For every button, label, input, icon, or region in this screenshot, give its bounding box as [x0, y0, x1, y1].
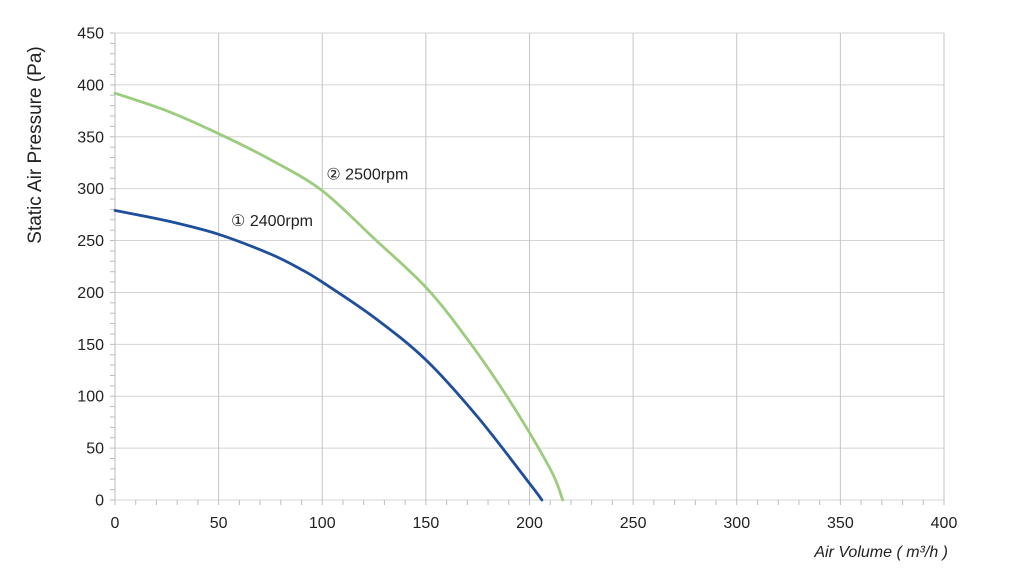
series-line-2: [113, 91, 565, 502]
y-tick-label: 0: [95, 493, 104, 510]
x-tick-label: 250: [620, 515, 647, 532]
x-tick-label: 50: [210, 515, 228, 532]
y-tick-label: 250: [77, 233, 104, 250]
y-tick-label: 50: [86, 441, 104, 458]
grid: [114, 32, 945, 501]
x-tick-label: 350: [827, 515, 854, 532]
series-lines: [113, 91, 565, 502]
x-tick-label: 300: [723, 515, 750, 532]
series-line-1: [113, 209, 544, 502]
x-axis-label: Air Volume ( m³/h ): [813, 544, 948, 561]
y-tick-label: 450: [77, 26, 104, 43]
y-tick-label: 150: [77, 337, 104, 354]
y-tick-label: 100: [77, 389, 104, 406]
x-tick-label: 0: [111, 515, 120, 532]
x-tick-label: 200: [516, 515, 543, 532]
x-tick-label: 150: [413, 515, 440, 532]
x-tick-label: 400: [931, 515, 958, 532]
y-tick-label: 300: [77, 181, 104, 198]
y-tick-label: 350: [77, 129, 104, 146]
minor-ticks: [110, 32, 945, 505]
series-annotation: ① 2400rpm: [231, 213, 313, 230]
series-annotation: ② 2500rpm: [326, 166, 408, 183]
x-tick-label: 100: [309, 515, 336, 532]
y-tick-label: 400: [77, 77, 104, 94]
tick-labels: 0 50 100 150 200 250 300 350 400 450 0 50 100 150 200 2…: [77, 26, 957, 533]
annotations: ① 2400rpm ② 2500rpm: [231, 166, 408, 230]
y-axis-label: Static Air Pressure (Pa): [25, 46, 46, 243]
y-tick-label: 200: [77, 285, 104, 302]
